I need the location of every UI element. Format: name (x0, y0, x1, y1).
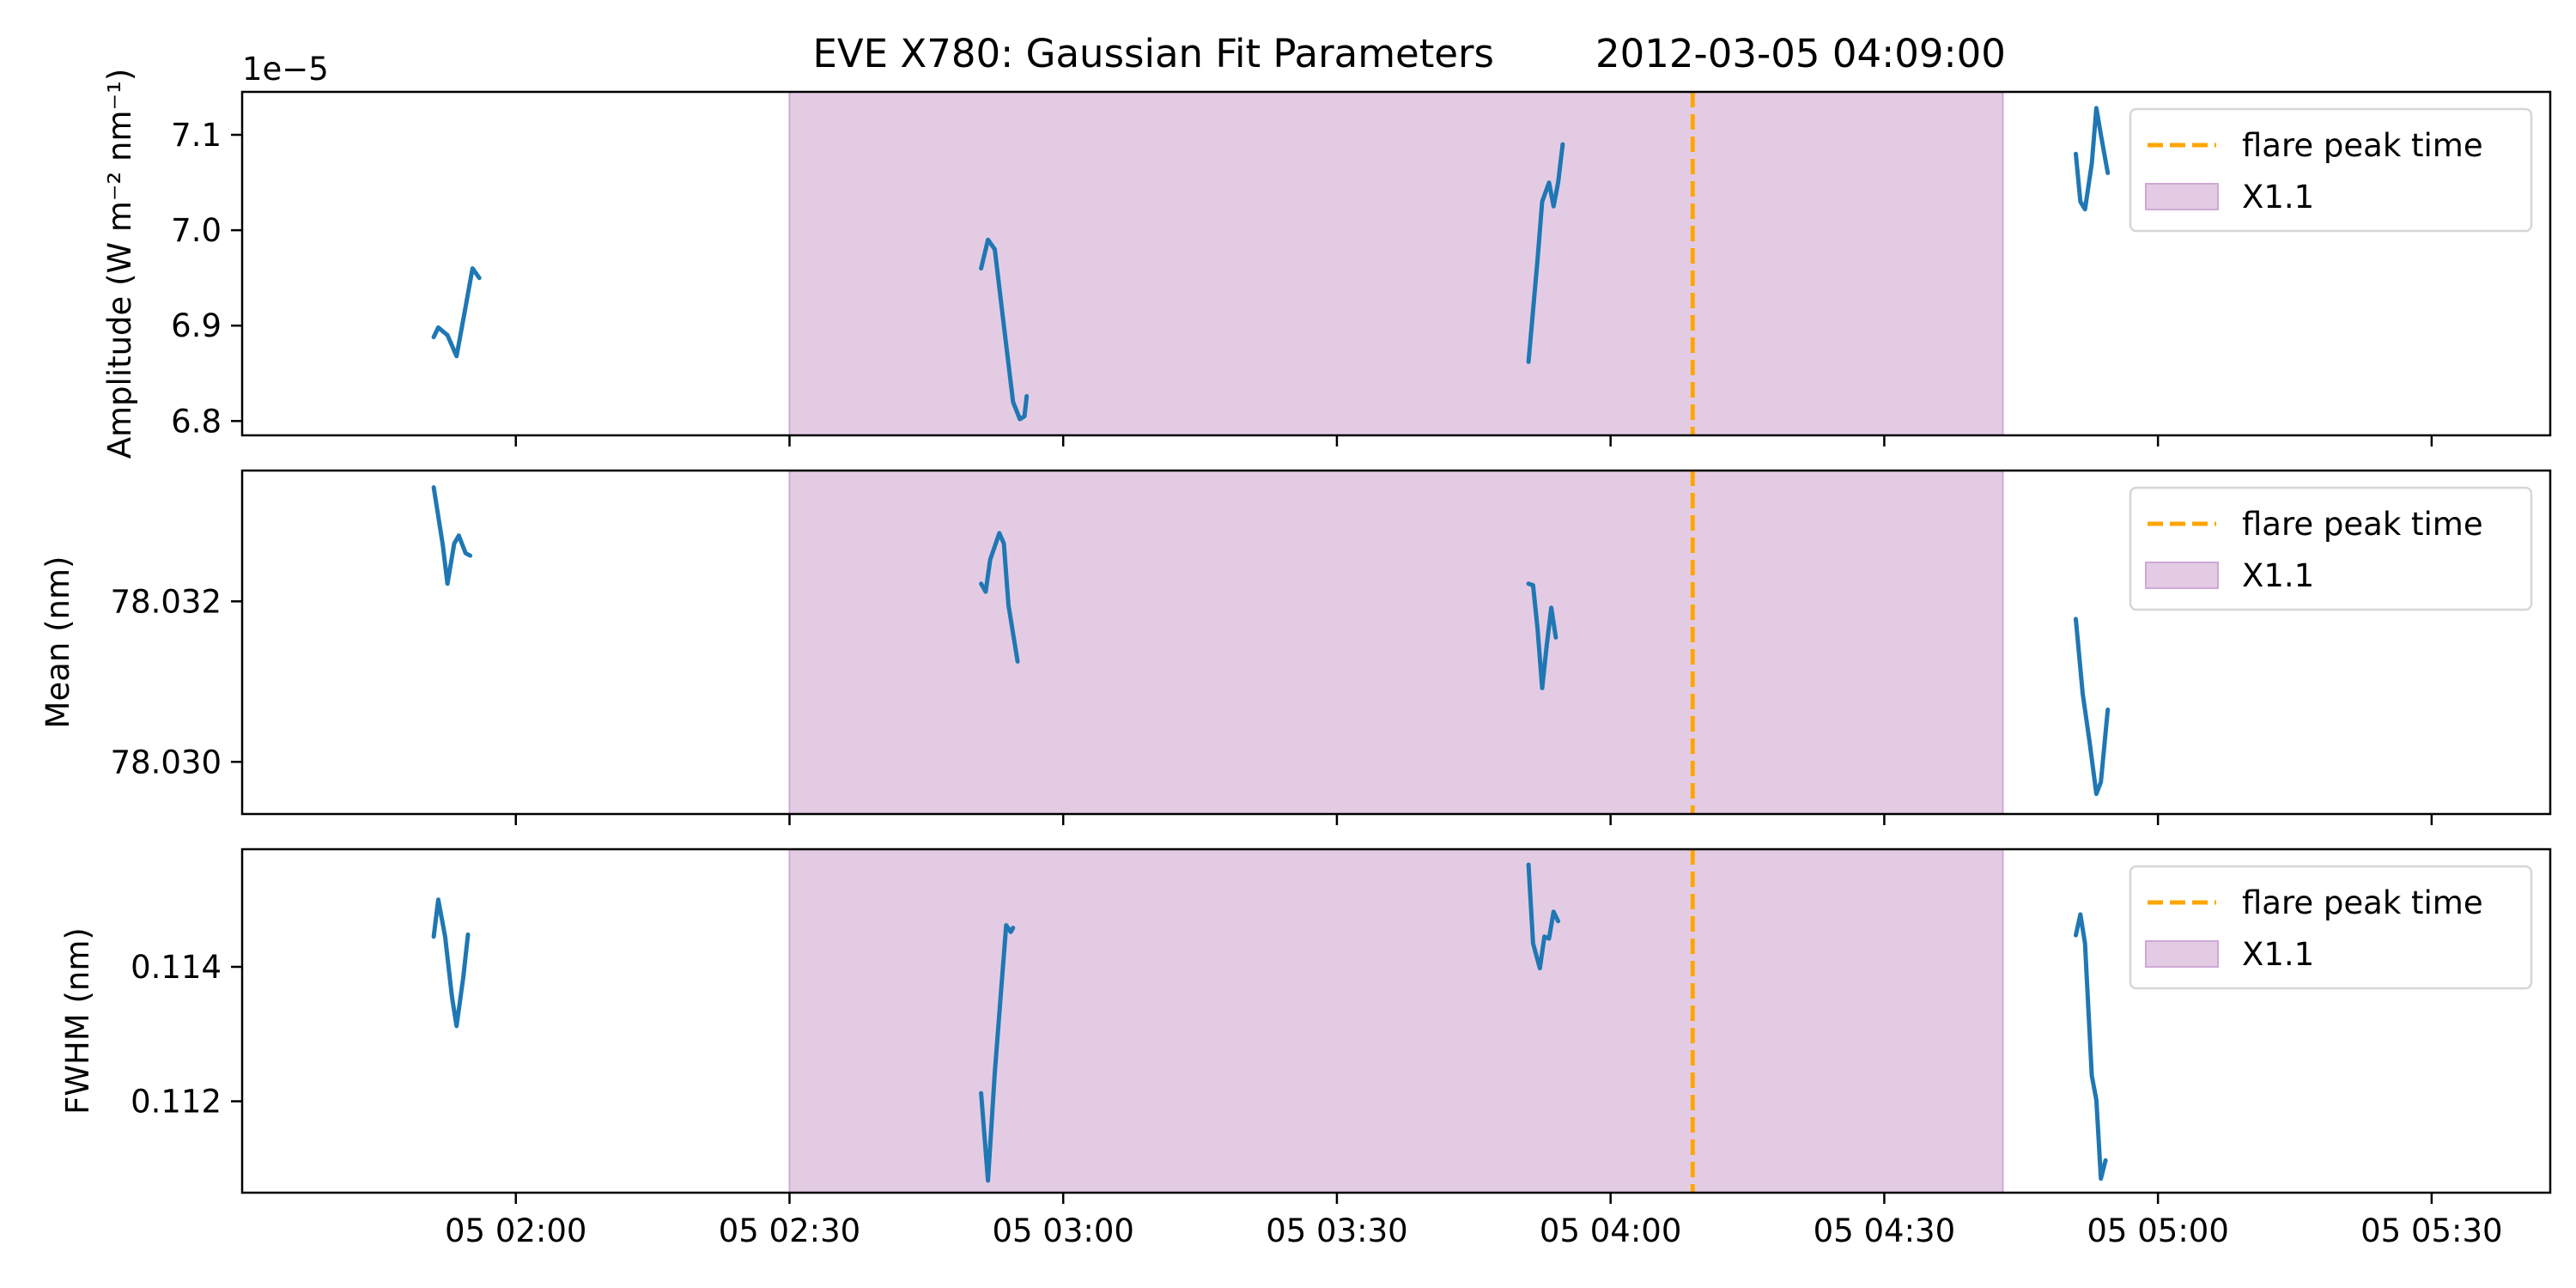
legend: flare peak time X1.1 (2129, 107, 2533, 233)
x-tick-label: 05 05:00 (2087, 1212, 2228, 1249)
y-tick-label: 78.032 (111, 583, 222, 620)
y-tick-label: 78.030 (111, 744, 222, 781)
chart-title: EVE X780: Gaussian Fit Parameters (812, 31, 1494, 76)
data-segment-2 (979, 923, 1016, 1183)
flare-span-shading (788, 848, 2004, 1194)
legend: flare peak time X1.1 (2129, 865, 2533, 990)
legend-patch-swatch (2145, 562, 2219, 589)
y-tick-label: 6.9 (171, 307, 222, 344)
legend-box (2129, 107, 2533, 233)
x-tick-label: 05 05:30 (2360, 1212, 2502, 1249)
legend-label: flare peak time (2242, 506, 2483, 543)
panel-2: 78.030 78.032 Mean (nm) flare peak time X1.1 (39, 469, 2552, 825)
data-segment-4 (2074, 617, 2111, 797)
panels-group: 6.8 6.9 7.0 7.1 1e−5 Amplitude (W m⁻² nm⁻¹) fl… (39, 51, 2552, 1249)
data-segment-1 (431, 897, 471, 1029)
data-segment-2 (979, 237, 1030, 422)
x-tick-label: 05 03:30 (1266, 1212, 1407, 1249)
x-tick-label: 05 03:00 (992, 1212, 1133, 1249)
axes-frame (240, 848, 2552, 1194)
y-axis-label: Mean (nm) (39, 556, 76, 729)
legend-patch-swatch (2145, 183, 2219, 210)
data-segment-4 (2074, 912, 2108, 1182)
data-segment-1 (431, 266, 482, 359)
data-segment-2 (979, 531, 1020, 664)
legend-box (2129, 486, 2533, 611)
flare-span-shading (788, 470, 2004, 815)
panel-3: 0.112 0.114 05 02:00 05 02:30 05 03:00 05 03:… (59, 848, 2552, 1249)
data-segment-3 (1526, 862, 1561, 971)
flare-span-shading (788, 91, 2004, 436)
x-tick-label: 05 04:00 (1540, 1212, 1681, 1249)
y-axis-label: Amplitude (W m⁻² nm⁻¹) (101, 69, 138, 459)
y-tick-label: 0.114 (131, 949, 222, 986)
y-tick-label: 7.1 (171, 117, 222, 154)
data-segment-3 (1526, 581, 1558, 690)
y-axis-label: FWHM (nm) (59, 927, 96, 1115)
data-segment-4 (2074, 106, 2111, 212)
legend-label: X1.1 (2242, 179, 2314, 216)
y-tick-label: 0.112 (131, 1084, 222, 1121)
legend-label: flare peak time (2242, 127, 2483, 164)
x-tick-label: 05 02:00 (445, 1212, 586, 1249)
legend-box (2129, 865, 2533, 990)
axes-frame (240, 469, 2552, 816)
x-tick-label: 05 04:30 (1814, 1212, 1955, 1249)
legend-label: flare peak time (2242, 884, 2483, 921)
y-tick-label: 7.0 (171, 212, 222, 249)
y-tick-label: 6.8 (171, 403, 222, 440)
y-offset-label: 1e−5 (242, 51, 329, 88)
data-segment-1 (431, 485, 473, 586)
chart-timestamp: 2012-03-05 04:09:00 (1595, 31, 2006, 76)
legend-label: X1.1 (2242, 936, 2314, 973)
legend-label: X1.1 (2242, 557, 2314, 594)
axes-frame (240, 90, 2552, 437)
data-segment-3 (1526, 142, 1565, 364)
legend: flare peak time X1.1 (2129, 486, 2533, 611)
legend-patch-swatch (2145, 940, 2219, 968)
panel-1: 6.8 6.9 7.0 7.1 1e−5 Amplitude (W m⁻² nm⁻¹) fl… (101, 51, 2552, 459)
x-tick-label: 05 02:30 (719, 1212, 860, 1249)
